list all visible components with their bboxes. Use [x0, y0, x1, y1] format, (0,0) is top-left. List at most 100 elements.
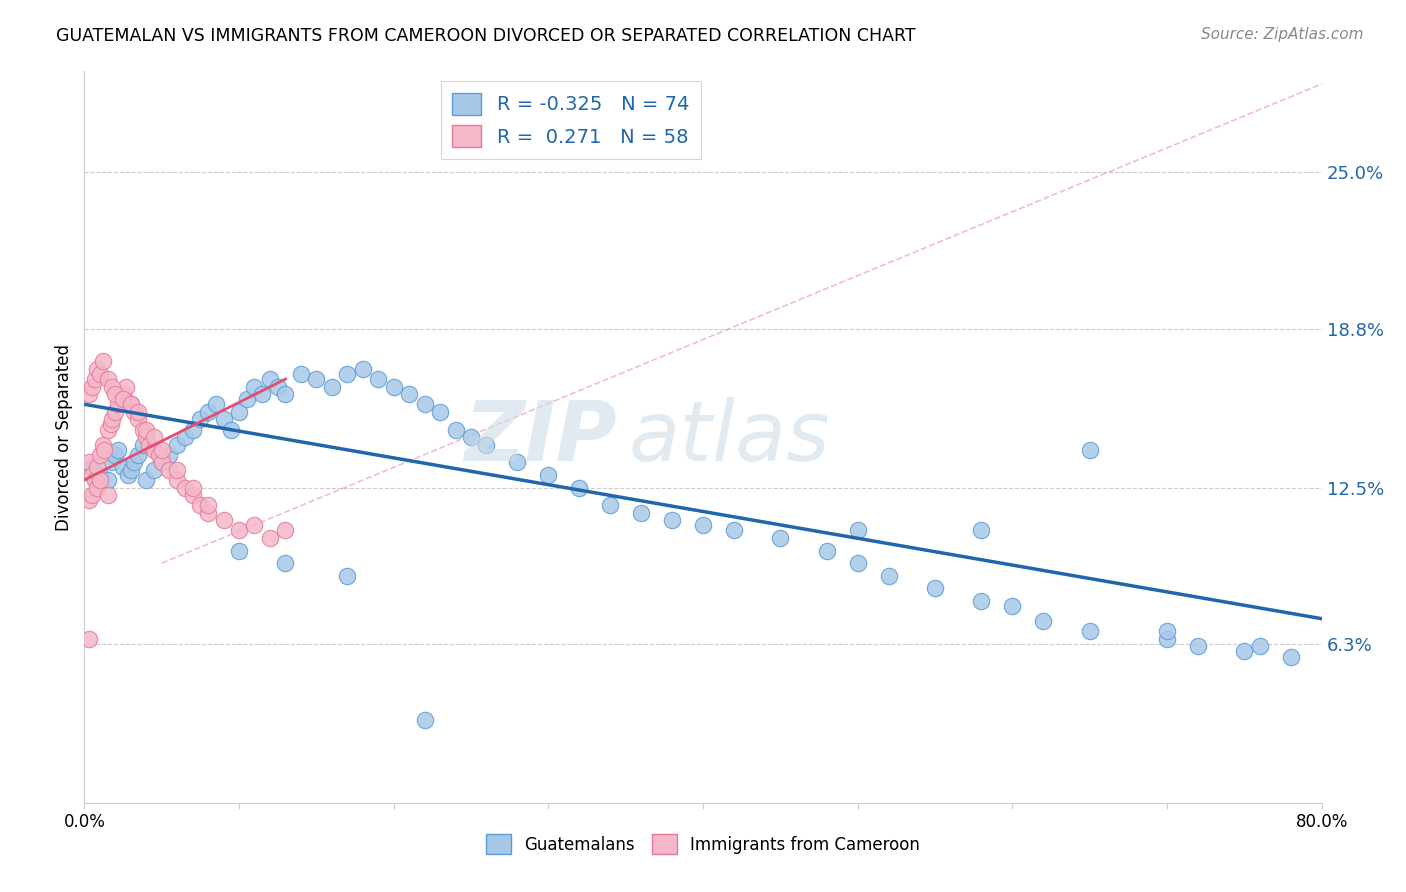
Point [692, 518, 714, 533]
Point [127, 448, 149, 462]
Point [82, 488, 104, 502]
Point [120, 397, 142, 411]
Point [568, 481, 591, 495]
Point [769, 531, 792, 545]
Point [1279, 649, 1302, 664]
Point [112, 392, 135, 407]
Point [321, 379, 343, 393]
Point [86, 460, 108, 475]
Point [259, 372, 281, 386]
Point [93, 442, 115, 457]
Point [243, 518, 266, 533]
Point [877, 569, 900, 583]
Point [166, 473, 188, 487]
Point [159, 463, 180, 477]
Point [96, 372, 118, 386]
Y-axis label: Divorced or Separated: Divorced or Separated [55, 343, 73, 531]
Point [723, 524, 745, 538]
Point [150, 455, 173, 469]
Point [1187, 640, 1209, 654]
Point [84, 473, 107, 487]
Point [122, 405, 145, 419]
Point [188, 412, 211, 426]
Point [398, 387, 420, 401]
Point [537, 467, 560, 482]
Point [924, 582, 946, 596]
Point [174, 430, 197, 444]
Point [117, 467, 139, 482]
Point [212, 412, 235, 426]
Point [188, 498, 211, 512]
Point [235, 392, 259, 407]
Text: GUATEMALAN VS IMMIGRANTS FROM CAMEROON DIVORCED OR SEPARATED CORRELATION CHART: GUATEMALAN VS IMMIGRANTS FROM CAMEROON D… [56, 27, 915, 45]
Point [150, 442, 173, 457]
Point [970, 524, 993, 538]
Point [336, 569, 359, 583]
Point [336, 367, 359, 381]
Point [112, 387, 135, 401]
Point [1032, 614, 1054, 628]
Point [181, 423, 204, 437]
Point [1078, 442, 1101, 457]
Point [166, 437, 188, 451]
Point [166, 463, 188, 477]
Point [122, 455, 145, 469]
Point [150, 455, 173, 469]
Point [274, 524, 297, 538]
Point [460, 430, 482, 444]
Point [1233, 644, 1256, 658]
Point [89, 367, 111, 381]
Point [846, 524, 869, 538]
Point [107, 397, 129, 411]
Point [1156, 624, 1178, 639]
Point [212, 513, 235, 527]
Point [127, 405, 149, 419]
Point [413, 713, 436, 727]
Point [1001, 599, 1024, 613]
Point [77, 632, 100, 646]
Point [599, 498, 621, 512]
Point [135, 423, 157, 437]
Point [127, 412, 149, 426]
Point [100, 417, 122, 432]
Point [181, 488, 204, 502]
Point [506, 455, 529, 469]
Point [84, 372, 107, 386]
Point [267, 379, 290, 393]
Point [148, 448, 170, 462]
Point [101, 379, 124, 393]
Point [89, 473, 111, 487]
Point [274, 556, 297, 570]
Point [132, 437, 155, 451]
Point [174, 481, 197, 495]
Point [96, 473, 118, 487]
Point [112, 460, 135, 475]
Point [181, 481, 204, 495]
Point [305, 372, 328, 386]
Point [228, 405, 250, 419]
Point [135, 473, 157, 487]
Point [290, 367, 312, 381]
Point [970, 594, 993, 608]
Legend: Guatemalans, Immigrants from Cameroon: Guatemalans, Immigrants from Cameroon [479, 828, 927, 860]
Point [138, 437, 160, 451]
Point [143, 463, 166, 477]
Point [120, 397, 142, 411]
Point [413, 397, 436, 411]
Point [89, 467, 111, 482]
Point [1156, 632, 1178, 646]
Point [243, 379, 266, 393]
Point [96, 488, 118, 502]
Point [444, 423, 467, 437]
Point [228, 543, 250, 558]
Point [367, 372, 389, 386]
Point [382, 379, 405, 393]
Point [86, 362, 108, 376]
Point [197, 498, 219, 512]
Point [77, 493, 100, 508]
Point [143, 430, 166, 444]
Text: Source: ZipAtlas.com: Source: ZipAtlas.com [1201, 27, 1364, 42]
Text: ZIP: ZIP [464, 397, 616, 477]
Point [274, 387, 297, 401]
Point [661, 513, 683, 527]
